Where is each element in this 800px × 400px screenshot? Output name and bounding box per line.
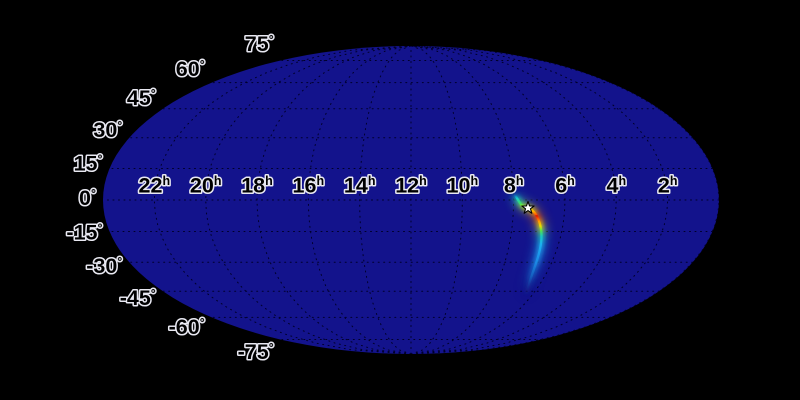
svg-text:-60°: -60°	[169, 315, 205, 339]
svg-text:60°: 60°	[176, 57, 205, 81]
svg-text:-15°: -15°	[66, 221, 102, 245]
svg-text:15°: 15°	[74, 152, 103, 176]
svg-text:-45°: -45°	[120, 286, 156, 310]
svg-text:-75°: -75°	[238, 340, 274, 364]
svg-text:-30°: -30°	[86, 254, 122, 278]
svg-text:0°: 0°	[79, 186, 96, 210]
svg-text:45°: 45°	[127, 86, 156, 110]
svg-text:30°: 30°	[93, 118, 122, 142]
svg-text:75°: 75°	[245, 32, 274, 56]
